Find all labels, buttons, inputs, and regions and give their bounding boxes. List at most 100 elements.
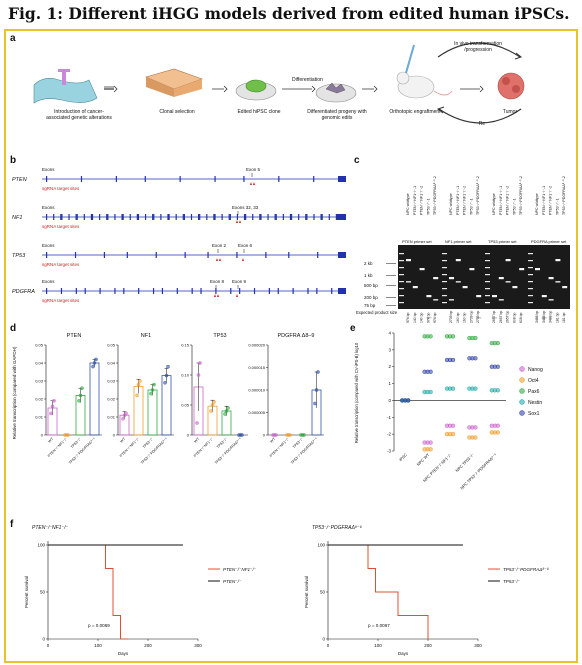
legend-label: PTEN⁻/⁻ — [223, 579, 242, 584]
dot-sox1 — [495, 364, 500, 369]
data-point — [196, 373, 201, 377]
gel-band — [433, 277, 439, 280]
data-point — [94, 357, 98, 362]
exon-callout: Exon 2 — [212, 243, 227, 248]
ladder-band — [528, 267, 533, 269]
dot-sox1 — [473, 356, 478, 361]
gel-band — [406, 281, 411, 283]
exon-mark — [335, 214, 337, 220]
ladder-band — [528, 288, 533, 290]
loop-transformation-label: In vivo transformation /progression — [454, 41, 502, 53]
legend-label: TP53⁻/⁻PDGFRAΔ⁸⁻⁹ — [503, 567, 549, 572]
exon-mark — [106, 214, 108, 220]
survival-xlabel: Days — [398, 651, 409, 656]
exon-mark — [160, 214, 162, 220]
ladder-band — [485, 288, 490, 290]
well-plate-icon — [145, 68, 203, 97]
legend-label: TP53⁻/⁻ — [503, 579, 521, 584]
expected-size-value: 160 bp — [456, 313, 460, 323]
gel-band — [426, 295, 432, 298]
exon-mark — [155, 252, 157, 258]
ladder-band — [485, 253, 490, 255]
exon-mark — [331, 288, 333, 294]
exon-mark — [190, 214, 193, 220]
exon-mark — [320, 214, 322, 220]
gel-band — [449, 277, 454, 280]
ladder-band — [528, 281, 533, 283]
data-point — [135, 393, 139, 398]
legend-label-nanog: Nanog — [528, 367, 543, 373]
step-introduction-label: Introduction of cancer-associated geneti… — [46, 109, 112, 121]
exon-mark — [198, 214, 200, 220]
exon-mark — [91, 214, 94, 220]
exon-mark — [114, 288, 116, 294]
exon-mark — [175, 214, 177, 220]
gel-band — [498, 277, 504, 280]
dot-pax6 — [473, 335, 478, 341]
exon-mark — [267, 214, 269, 220]
bar — [89, 362, 100, 436]
gel-band — [492, 295, 497, 298]
exon-mark — [289, 214, 292, 220]
exon-mark — [144, 214, 147, 220]
data-point — [164, 373, 169, 378]
gel-band — [455, 259, 461, 262]
lane-label: PTEN⁻/⁻NF1⁻/⁻-2 — [549, 186, 553, 215]
y-tick-label: 0.000015 — [248, 365, 265, 370]
sgrna-site — [250, 182, 255, 185]
exon-mark — [221, 214, 223, 220]
x-category-label: iPSC — [398, 452, 408, 462]
gel-band — [412, 286, 418, 289]
gel-band — [505, 281, 511, 283]
legend-label-oct4: Oct4 — [528, 378, 539, 384]
legend-swatch — [519, 399, 525, 405]
exon-mark — [338, 176, 346, 182]
exon-mark — [137, 214, 140, 220]
expected-size-value: 2739 bp — [476, 311, 480, 323]
expected-size-value: 2739 bp — [469, 311, 473, 323]
data-point — [212, 400, 216, 404]
exon-mark — [75, 214, 77, 220]
ladder-band — [399, 267, 404, 269]
step-tumor-label: Tumor — [502, 109, 518, 115]
exon-mark — [126, 252, 128, 258]
panel-e-dot-plot: Relative transcription (compared with CV… — [354, 331, 543, 491]
exon-mark — [129, 214, 131, 220]
exon-mark — [213, 214, 215, 220]
p-value-label: p = 0.0067 — [368, 623, 390, 628]
lane-label: NPC wildtype — [492, 193, 496, 215]
lane-label: NPC wildtype — [406, 193, 410, 215]
dot-sox1 — [450, 357, 456, 363]
y-tick-label: 0.03 — [107, 379, 116, 384]
survival-ylabel: Percent survival — [24, 576, 29, 608]
exon-mark — [114, 214, 116, 220]
data-point — [124, 411, 128, 416]
gel-band — [462, 286, 468, 289]
data-point — [149, 391, 153, 396]
expected-size-value: 974 bp — [433, 313, 437, 323]
survival-xlabel: Days — [118, 651, 129, 656]
step-edited-label: Edited hiPSC clone — [237, 109, 281, 115]
ladder-band — [442, 295, 447, 297]
exon-mark — [278, 176, 280, 182]
y-tick-label: 0.04 — [107, 361, 116, 366]
step-engraftment-label: Orthotopic engraftment — [389, 109, 441, 115]
exons-label: Exons — [42, 243, 55, 248]
sgrna-label: sgRNA target sites — [42, 262, 80, 267]
exon-mark — [183, 214, 185, 220]
exon-mark — [161, 288, 164, 294]
x-tick-label: 300 — [194, 643, 202, 648]
gel-band — [492, 317, 497, 319]
expected-size-value: 3488 bp — [542, 311, 546, 323]
sgrna-site — [242, 258, 244, 261]
ladder-band — [442, 288, 447, 290]
bar — [161, 375, 172, 436]
edit-construct-icon — [33, 69, 98, 104]
differentiated-dish-icon — [315, 82, 357, 103]
data-point — [138, 379, 142, 383]
mouse-icon — [396, 44, 453, 99]
exon-mark — [74, 252, 77, 258]
exon-mark — [317, 252, 319, 258]
survival-curve-mutant — [48, 544, 128, 640]
exon-mark — [90, 214, 93, 220]
